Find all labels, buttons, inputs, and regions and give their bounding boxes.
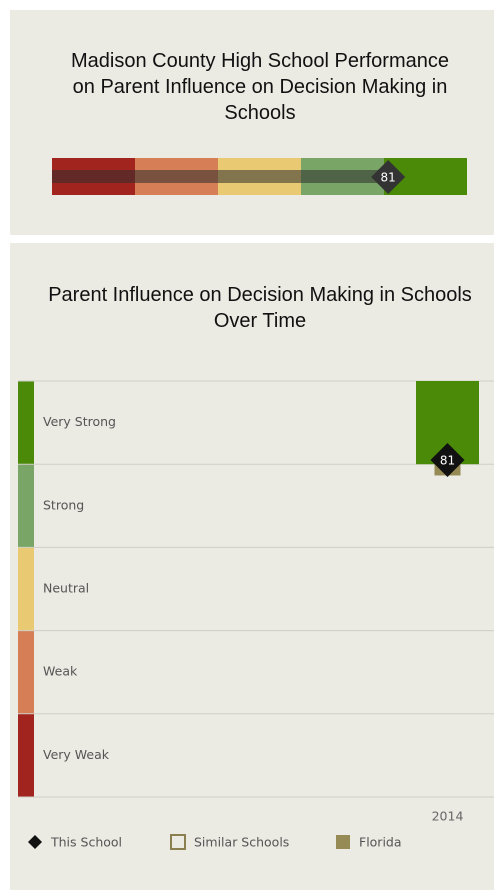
band-label: Weak	[43, 664, 78, 679]
legend-label: This School	[50, 835, 122, 850]
value-label: 81	[440, 454, 455, 468]
value-label: 81	[381, 171, 396, 185]
band-strip	[18, 381, 34, 465]
legend-diamond	[28, 835, 42, 849]
gauge-title: Madison County High School Performance o…	[71, 50, 449, 124]
value-bar	[52, 170, 389, 183]
band-label: Strong	[43, 497, 84, 512]
legend-label: Similar Schools	[194, 835, 289, 850]
history-panel	[10, 243, 494, 890]
legend-hollow-square	[170, 834, 186, 850]
band-label: Very Strong	[43, 414, 116, 429]
band-label: Very Weak	[43, 747, 110, 762]
legend-label: Florida	[359, 835, 402, 850]
diamond-marker	[371, 160, 406, 194]
band-label: Neutral	[43, 581, 89, 596]
x-tick-label: 2014	[432, 809, 464, 824]
band-strip	[18, 547, 34, 631]
diamond-marker	[430, 443, 465, 478]
band-strip	[18, 713, 34, 797]
band-strip	[18, 464, 34, 548]
history-title: Parent Influence on Decision Making in S…	[48, 284, 472, 332]
gauge-panel	[10, 10, 494, 235]
band-strip	[18, 630, 34, 714]
legend-square	[336, 835, 350, 849]
